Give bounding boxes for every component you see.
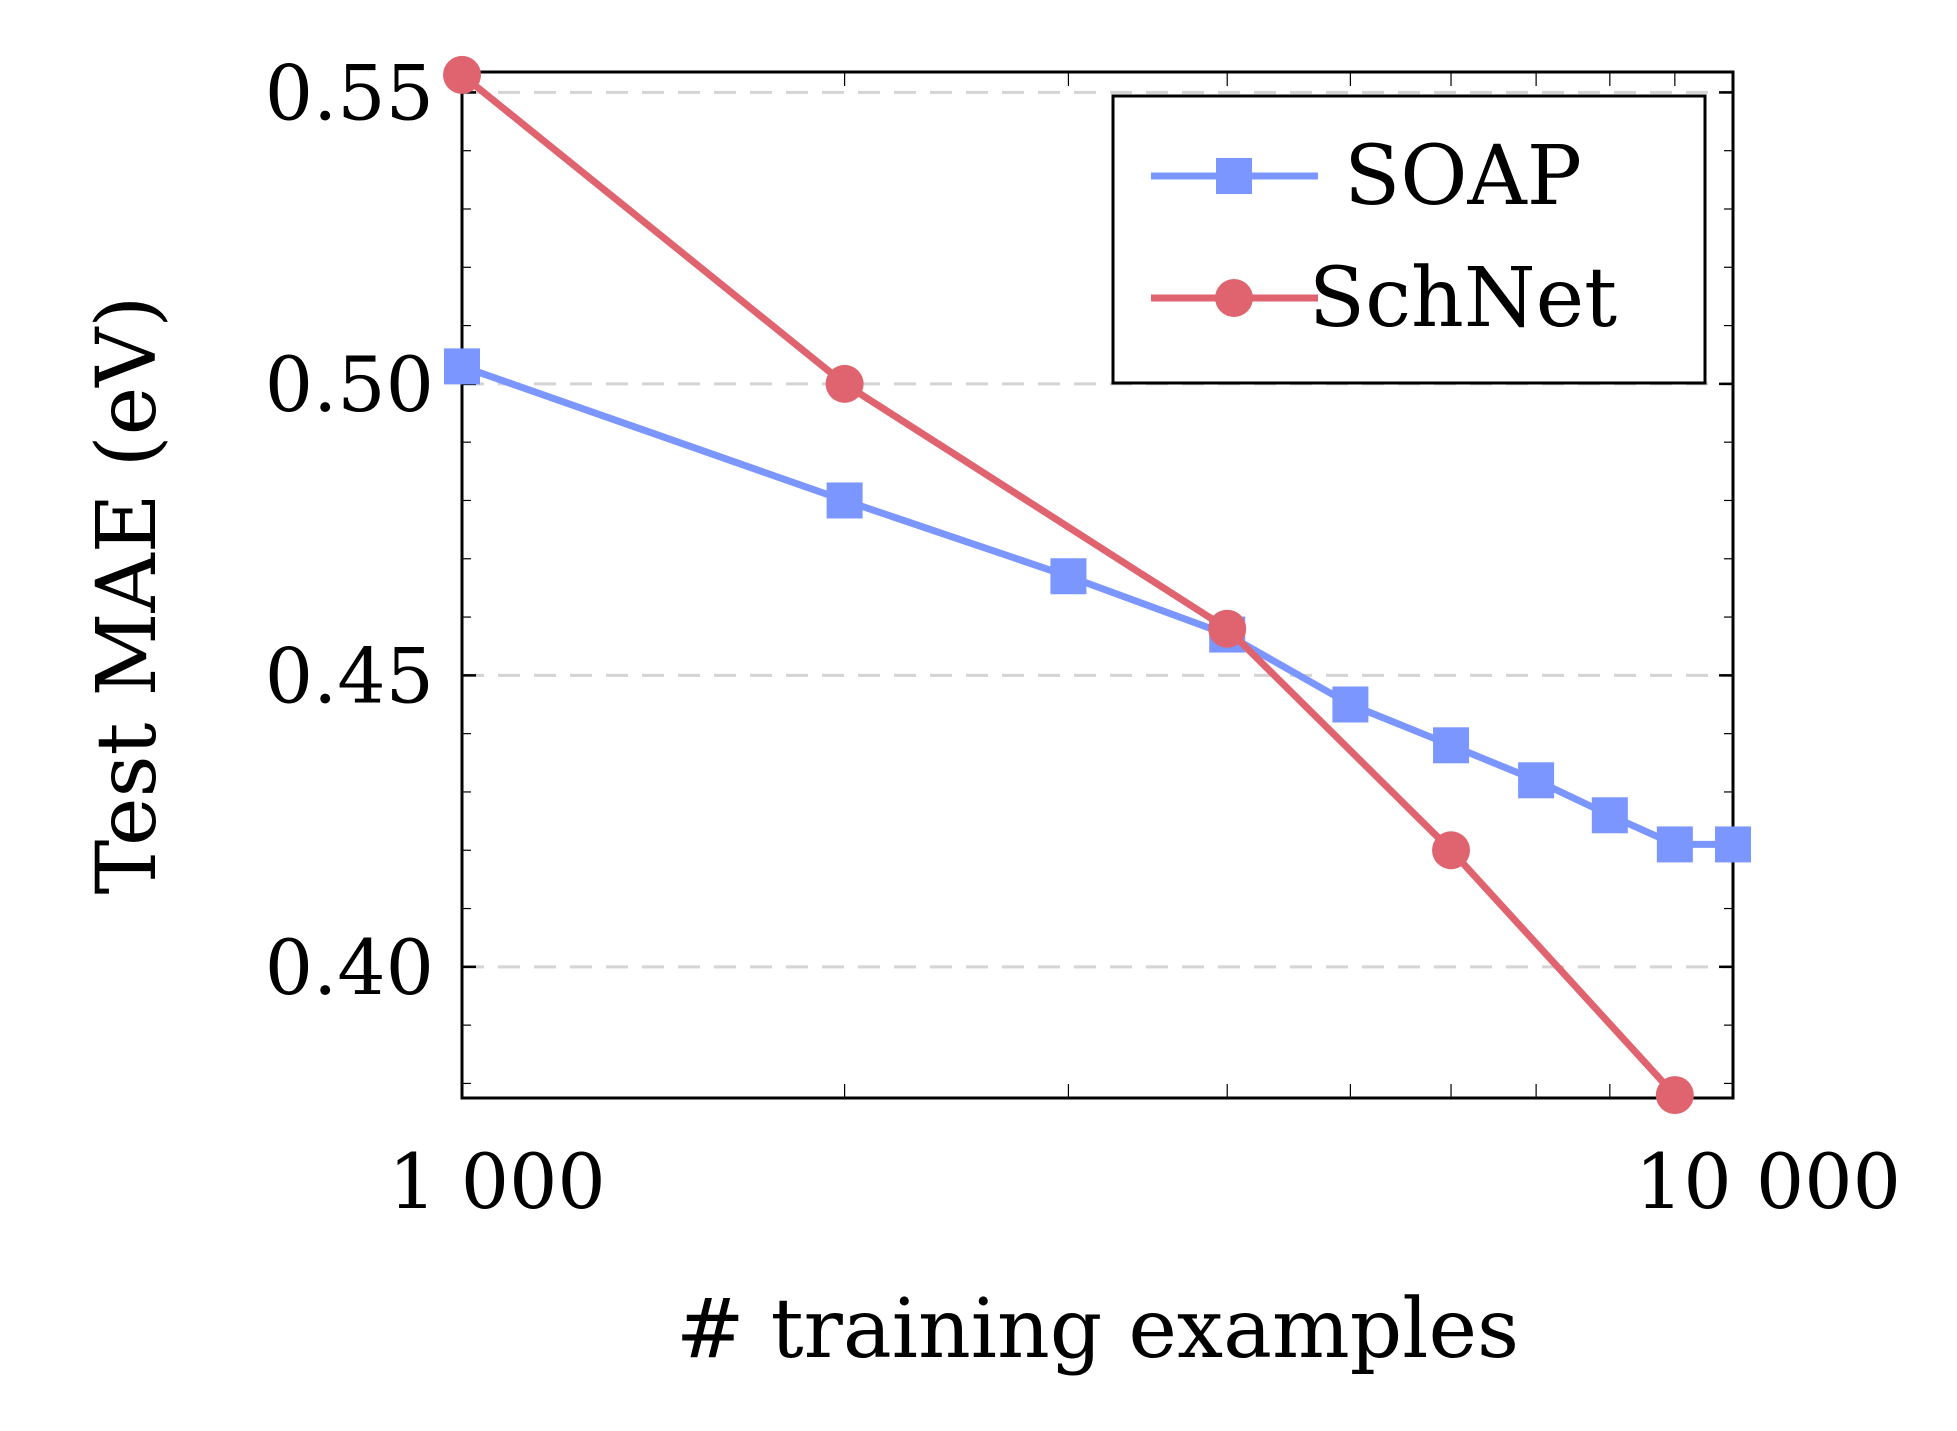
tick-label-layer: 0.40 0.45 0.50 0.55 1 000 10 000 [265, 48, 1901, 1226]
legend-swatch-marker [1216, 158, 1252, 194]
data-point [444, 348, 480, 385]
y-tick-label: 0.40 [265, 923, 434, 1012]
legend-swatch-marker [1215, 279, 1253, 317]
y-tick-label: 0.45 [265, 631, 434, 720]
x-tick-label: 10 000 [1635, 1137, 1901, 1226]
series-layer [443, 55, 1751, 1115]
y-tick-label: 0.50 [265, 340, 434, 429]
data-point [1715, 826, 1751, 863]
data-point [1432, 831, 1471, 870]
data-point [1433, 727, 1470, 764]
x-axis-title: # training examples [676, 1282, 1519, 1377]
legend-item: SchNet [1151, 251, 1617, 346]
data-point [1332, 686, 1369, 723]
data-point [825, 364, 864, 403]
data-point [1655, 1076, 1694, 1115]
series-schnet [443, 55, 1694, 1115]
data-point [1050, 558, 1087, 595]
data-point [1518, 762, 1555, 799]
legend: SOAP SchNet [1111, 94, 1707, 385]
plot-frame [460, 70, 1735, 1100]
data-point [443, 55, 481, 94]
legend-box [1111, 94, 1707, 385]
data-point [826, 482, 863, 519]
series-soap [444, 348, 1751, 863]
y-tick-label: 0.55 [265, 48, 434, 137]
y-axis-title: Test MAE (eV) [80, 296, 175, 895]
legend-label: SchNet [1309, 251, 1617, 346]
legend-item: SOAP [1151, 129, 1582, 224]
x-tick-label: 1 000 [388, 1137, 606, 1226]
data-point [1591, 797, 1628, 834]
data-point [1208, 609, 1247, 648]
legend-label: SOAP [1344, 129, 1582, 224]
data-point [1656, 826, 1693, 863]
series-line [460, 363, 1733, 848]
